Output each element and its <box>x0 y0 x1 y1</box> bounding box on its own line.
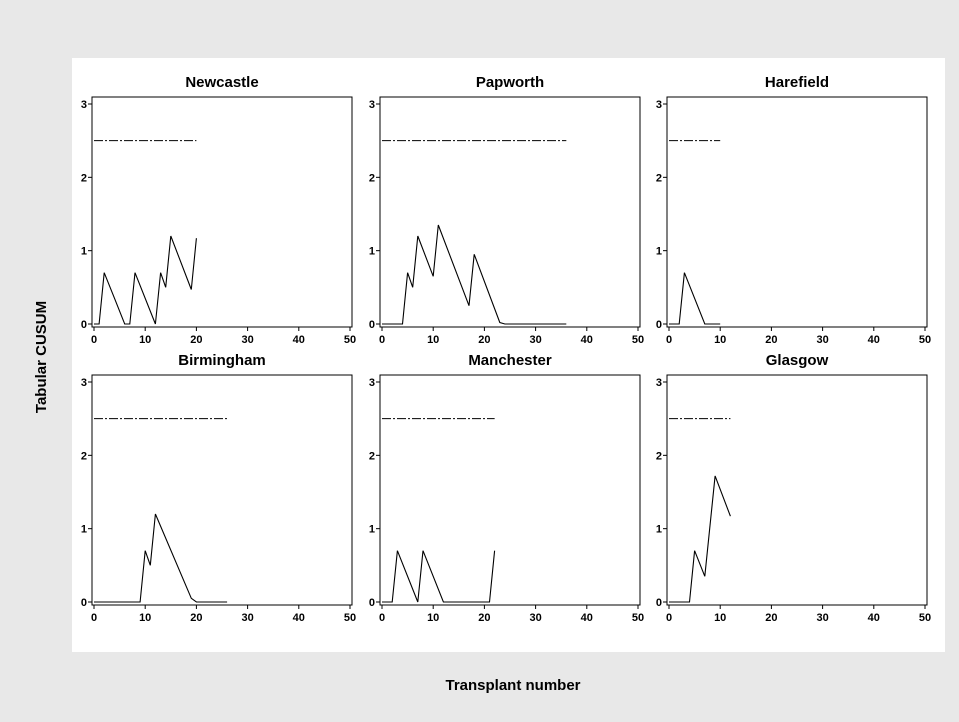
panel-frame <box>91 96 353 328</box>
x-tick-label: 10 <box>139 334 151 346</box>
y-tick-label: 0 <box>369 319 375 331</box>
panel-frame <box>379 374 641 606</box>
y-tick-label: 2 <box>81 172 87 184</box>
x-tick-label: 10 <box>427 334 439 346</box>
x-tick-label: 20 <box>190 334 202 346</box>
y-tick-label: 2 <box>656 450 662 462</box>
panel-title: Glasgow <box>766 352 829 369</box>
x-tick-label: 30 <box>816 334 828 346</box>
x-tick-label: 40 <box>293 612 305 624</box>
y-tick-label: 0 <box>81 319 87 331</box>
cusum-series-line <box>669 272 721 325</box>
x-tick-label: 50 <box>632 334 644 346</box>
x-tick-label: 20 <box>478 334 490 346</box>
cusum-series-line <box>94 235 197 325</box>
x-tick-label: 50 <box>919 334 931 346</box>
panel-title: Harefield <box>765 74 829 91</box>
y-tick-label: 3 <box>369 99 375 111</box>
x-tick-label: 20 <box>765 334 777 346</box>
x-axis-label: Transplant number <box>445 677 580 694</box>
y-tick-label: 1 <box>369 246 375 258</box>
x-tick-label: 0 <box>666 334 672 346</box>
x-tick-label: 0 <box>666 612 672 624</box>
y-tick-label: 0 <box>81 597 87 609</box>
x-tick-label: 10 <box>714 612 726 624</box>
x-tick-label: 40 <box>868 612 880 624</box>
y-tick-label: 3 <box>656 99 662 111</box>
y-tick-label: 3 <box>81 377 87 389</box>
x-tick-label: 30 <box>529 612 541 624</box>
x-tick-label: 40 <box>293 334 305 346</box>
x-tick-label: 40 <box>581 612 593 624</box>
y-tick-label: 2 <box>369 172 375 184</box>
y-tick-label: 1 <box>81 246 87 258</box>
y-axis-label: Tabular CUSUM <box>33 301 50 413</box>
x-tick-label: 50 <box>344 334 356 346</box>
x-tick-label: 50 <box>344 612 356 624</box>
x-tick-label: 10 <box>139 612 151 624</box>
x-tick-label: 0 <box>379 612 385 624</box>
x-tick-label: 30 <box>241 334 253 346</box>
x-tick-label: 30 <box>816 612 828 624</box>
y-tick-label: 1 <box>656 246 662 258</box>
panel-title: Manchester <box>468 352 552 369</box>
x-tick-label: 40 <box>868 334 880 346</box>
x-tick-label: 0 <box>91 612 97 624</box>
x-tick-label: 10 <box>714 334 726 346</box>
y-tick-label: 3 <box>369 377 375 389</box>
x-tick-label: 20 <box>478 612 490 624</box>
x-tick-label: 0 <box>379 334 385 346</box>
cusum-series-line <box>94 513 228 603</box>
panel-frame <box>666 374 928 606</box>
x-tick-label: 40 <box>581 334 593 346</box>
x-tick-label: 0 <box>91 334 97 346</box>
x-tick-label: 20 <box>190 612 202 624</box>
panel-title: Newcastle <box>185 74 258 91</box>
panel-title: Papworth <box>476 74 544 91</box>
x-tick-label: 30 <box>241 612 253 624</box>
cusum-series-line <box>669 475 731 603</box>
x-tick-label: 30 <box>529 334 541 346</box>
y-tick-label: 1 <box>656 524 662 536</box>
y-tick-label: 2 <box>81 450 87 462</box>
y-tick-label: 0 <box>369 597 375 609</box>
y-tick-label: 2 <box>656 172 662 184</box>
x-tick-label: 20 <box>765 612 777 624</box>
y-tick-label: 1 <box>369 524 375 536</box>
panel-title: Birmingham <box>178 352 266 369</box>
cusum-series-line <box>382 224 567 325</box>
panel-frame <box>91 374 353 606</box>
cusum-series-line <box>382 550 496 603</box>
y-tick-label: 3 <box>656 377 662 389</box>
y-tick-label: 2 <box>369 450 375 462</box>
y-tick-label: 3 <box>81 99 87 111</box>
y-tick-label: 1 <box>81 524 87 536</box>
panel-frame <box>379 96 641 328</box>
y-tick-label: 0 <box>656 597 662 609</box>
x-tick-label: 10 <box>427 612 439 624</box>
panel-frame <box>666 96 928 328</box>
y-tick-label: 0 <box>656 319 662 331</box>
x-tick-label: 50 <box>632 612 644 624</box>
x-tick-label: 50 <box>919 612 931 624</box>
